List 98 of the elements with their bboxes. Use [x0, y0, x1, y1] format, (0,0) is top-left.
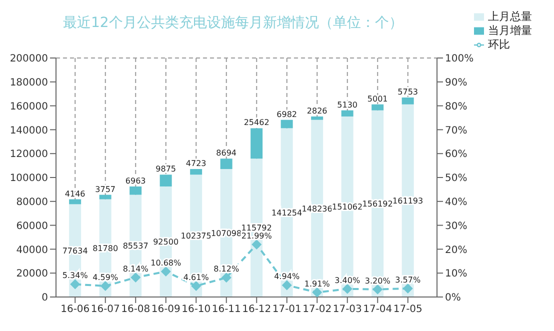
data-label: 141254: [272, 208, 302, 218]
bar: [250, 128, 263, 159]
data-label: 8.14%: [122, 264, 149, 274]
data-label: 148236: [302, 204, 332, 214]
y2-tick-label: 40%: [445, 196, 468, 208]
y2-tick-label: 50%: [445, 173, 468, 184]
bar: [372, 104, 384, 110]
data-label: 3.57%: [395, 275, 421, 284]
data-label: 2826: [306, 106, 328, 116]
data-label: 8694: [216, 148, 237, 158]
x-tick-label: 17-04: [363, 304, 392, 316]
point: [342, 284, 352, 294]
data-label: 4723: [186, 159, 206, 168]
y-tick-label: 80000: [16, 196, 48, 208]
bar: [99, 194, 112, 200]
data-label: 8.12%: [214, 264, 240, 274]
data-label: 77634: [62, 246, 88, 256]
y-tick-label: 60000: [16, 220, 48, 232]
y2-tick-label: 90%: [445, 77, 468, 88]
data-label: 4146: [64, 189, 86, 198]
y2-tick-label: 10%: [445, 268, 468, 280]
y-tick-label: 40000: [16, 244, 48, 256]
y-tick-label: 160000: [10, 101, 48, 112]
data-label: 92500: [153, 238, 179, 247]
data-label: 3757: [95, 184, 116, 194]
y-tick-label: 200000: [10, 54, 48, 65]
bar: [190, 169, 202, 175]
data-label: 4.94%: [274, 272, 300, 282]
x-tick-label: 16-08: [121, 304, 150, 316]
point: [160, 266, 171, 276]
data-label: 5.34%: [62, 271, 88, 280]
point: [312, 287, 322, 297]
legend-label: 环比: [488, 38, 510, 51]
data-label: 6982: [276, 110, 298, 119]
chart-title: 最近12个月公共类充电设施每月新增情况（单位：个）: [63, 14, 403, 32]
data-label: 107098: [211, 228, 242, 238]
bar: [341, 110, 354, 116]
x-tick-label: 17-01: [272, 304, 302, 316]
y-tick-label: 0: [42, 292, 48, 304]
data-label: 156192: [362, 200, 393, 209]
y-tick-label: 120000: [10, 149, 48, 160]
data-label: 4.61%: [183, 272, 210, 282]
data-label: 1.91%: [304, 279, 330, 288]
data-label: 102375: [180, 232, 212, 241]
y-tick-label: 180000: [10, 77, 48, 88]
y2-tick-label: 20%: [445, 244, 468, 256]
point: [221, 272, 232, 283]
point: [100, 281, 110, 292]
data-label: 9875: [156, 164, 176, 174]
x-tick-label: 17-05: [393, 304, 422, 316]
y-tick-label: 100000: [10, 173, 48, 184]
bar: [220, 158, 232, 170]
y2-tick-label: 70%: [445, 125, 468, 136]
y2-tick-label: 80%: [445, 101, 468, 112]
bar: [160, 174, 172, 186]
data-label: 151062: [332, 202, 363, 212]
point: [130, 272, 141, 283]
data-label: 4.59%: [92, 273, 118, 282]
data-label: 10.68%: [150, 258, 182, 268]
point: [372, 284, 383, 294]
x-tick-label: 17-02: [302, 304, 332, 316]
data-label: 5001: [367, 94, 388, 104]
bar: [130, 186, 142, 195]
bar: [280, 120, 293, 128]
y2-tick-label: 0%: [445, 292, 461, 304]
y-tick-label: 20000: [16, 268, 48, 280]
data-label: 5130: [337, 100, 358, 110]
data-label: 115792: [241, 224, 272, 233]
point: [282, 280, 292, 290]
y-tick-label: 140000: [10, 125, 48, 136]
point: [402, 283, 413, 294]
data-label: 3.40%: [334, 276, 360, 285]
x-tick-label: 16-10: [182, 304, 211, 316]
data-label: 6963: [125, 176, 146, 186]
point: [191, 280, 202, 291]
data-label: 21.99%: [241, 231, 272, 240]
y2-tick-label: 100%: [445, 54, 474, 65]
y2-tick-label: 60%: [445, 149, 468, 160]
data-label: 3.20%: [364, 276, 391, 286]
x-tick-label: 16-09: [151, 304, 180, 316]
data-label: 85537: [122, 242, 148, 251]
x-tick-label: 16-06: [60, 304, 90, 316]
x-tick-label: 16-07: [90, 304, 120, 316]
data-label: 161193: [392, 196, 424, 206]
bar: [311, 116, 324, 120]
point: [70, 279, 80, 290]
data-label: 5753: [398, 88, 418, 96]
bar: [69, 199, 82, 204]
y2-tick-label: 30%: [445, 220, 468, 232]
x-tick-label: 16-11: [212, 304, 241, 316]
x-tick-label: 16-12: [242, 304, 272, 316]
legend-label: 上月总量: [488, 10, 532, 23]
x-tick-label: 17-03: [332, 304, 362, 316]
bar: [402, 98, 414, 104]
legend-label: 当月增量: [488, 24, 532, 37]
data-label: 25462: [244, 118, 270, 128]
data-label: 81780: [92, 244, 118, 253]
point: [252, 239, 262, 250]
